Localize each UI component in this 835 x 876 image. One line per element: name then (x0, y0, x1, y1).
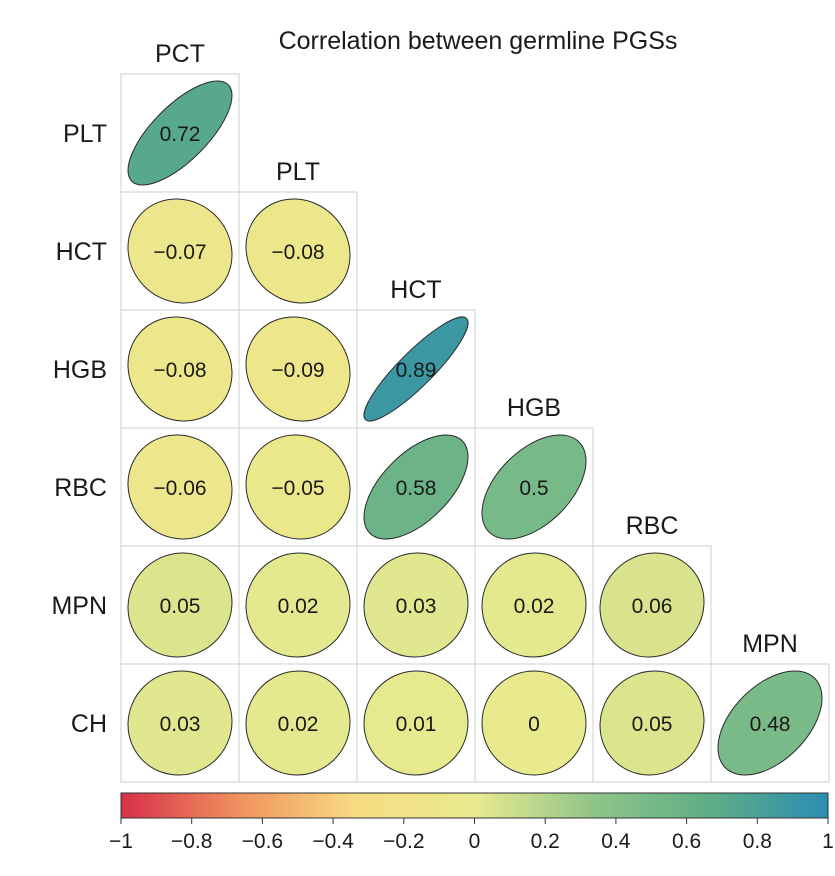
correlation-ellipse (127, 316, 233, 422)
cell-r4-c1: 0.02 (238, 545, 358, 665)
correlation-cells: 0.72 −0.07 −0.08 −0.08 −0.09 0.89 −0.06 −0.05 0.… (120, 73, 830, 783)
row-label-hct: HCT (56, 238, 107, 266)
correlation-ellipse (481, 434, 587, 540)
correlation-ellipse (245, 316, 351, 422)
colorbar-tick-label: 0.2 (531, 830, 560, 853)
value-label: −0.05 (271, 477, 324, 500)
cell-r5-c0: 0.03 (120, 663, 240, 783)
value-label: −0.08 (271, 241, 324, 264)
correlation-ellipse (245, 552, 351, 658)
value-label: −0.06 (153, 477, 206, 500)
colorbar-tick-label: −0.8 (171, 830, 212, 853)
column-label-plt: PLT (276, 158, 320, 186)
cell-r5-c5: 0.48 (710, 663, 830, 783)
value-label: 0.02 (514, 595, 555, 618)
correlation-ellipse (127, 434, 233, 540)
cell-r4-c0: 0.05 (120, 545, 240, 665)
value-label: −0.09 (271, 359, 324, 382)
cell-r3-c3: 0.5 (474, 427, 594, 547)
cell-r5-c1: 0.02 (238, 663, 358, 783)
correlation-ellipse (717, 670, 823, 776)
cell-r3-c1: −0.05 (238, 427, 358, 547)
row-label-ch: CH (71, 710, 107, 738)
cell-r2-c1: −0.09 (238, 309, 358, 429)
colorbar-bar (120, 792, 829, 819)
value-label: 0.05 (160, 595, 201, 618)
correlation-ellipse (245, 670, 351, 776)
value-label: 0.58 (396, 477, 437, 500)
cell-r5-c4: 0.05 (592, 663, 712, 783)
colorbar-tick-label: 0.8 (743, 830, 772, 853)
correlation-ellipse (599, 670, 705, 776)
cell-r4-c3: 0.02 (474, 545, 594, 665)
value-label: 0.89 (396, 359, 437, 382)
correlation-ellipse (481, 670, 587, 776)
cell-r4-c4: 0.06 (592, 545, 712, 665)
row-label-hgb: HGB (53, 356, 107, 384)
value-label: 0 (528, 713, 540, 736)
value-label: −0.08 (153, 359, 206, 382)
correlation-ellipse (127, 552, 233, 658)
correlation-ellipse (363, 434, 469, 540)
column-label-pct: PCT (155, 40, 205, 68)
column-label-mpn: MPN (742, 630, 798, 658)
colorbar-tick-label: −0.4 (312, 830, 354, 853)
colorbar-tick-label: 0.6 (672, 830, 701, 853)
cell-r1-c1: −0.08 (238, 191, 358, 311)
colorbar-tick-label: −1 (109, 830, 133, 853)
row-label-mpn: MPN (51, 592, 107, 620)
value-label: −0.07 (153, 241, 206, 264)
column-label-hct: HCT (390, 276, 441, 304)
row-labels: PLT HCT HGB RBC MPN CH (51, 120, 107, 738)
colorbar-tick-label: −0.6 (242, 830, 283, 853)
value-label: 0.03 (160, 713, 201, 736)
correlation-ellipse (363, 316, 469, 422)
value-label: 0.03 (396, 595, 437, 618)
cell-r1-c0: −0.07 (120, 191, 240, 311)
correlation-ellipse (599, 552, 705, 658)
row-label-plt: PLT (63, 120, 107, 148)
value-label: 0.48 (750, 713, 791, 736)
colorbar-tick-label: 0.4 (601, 830, 631, 853)
colorbar-tick-label: 1 (822, 830, 834, 853)
value-label: 0.05 (632, 713, 673, 736)
value-label: 0.72 (160, 123, 201, 146)
value-label: 0.06 (632, 595, 673, 618)
correlation-ellipse (127, 80, 233, 186)
chart-title: Correlation between germline PGSs (279, 27, 678, 55)
value-label: 0.5 (519, 477, 548, 500)
correlation-ellipse (363, 670, 469, 776)
correlation-ellipse (363, 552, 469, 658)
correlation-ellipse (245, 198, 351, 304)
column-label-rbc: RBC (626, 512, 679, 540)
column-label-hgb: HGB (507, 394, 561, 422)
value-label: 0.02 (278, 713, 319, 736)
row-label-rbc: RBC (54, 474, 107, 502)
cell-r2-c2: 0.89 (356, 309, 476, 429)
column-labels: PCT PLT HCT HGB RBC MPN (155, 40, 798, 658)
cell-r3-c2: 0.58 (356, 427, 476, 547)
cell-r2-c0: −0.08 (120, 309, 240, 429)
cell-r5-c3: 0 (474, 663, 594, 783)
cell-r0-c0: 0.72 (120, 73, 240, 193)
correlation-ellipse (481, 552, 587, 658)
colorbar-tick-label: −0.2 (383, 830, 424, 853)
cell-r3-c0: −0.06 (120, 427, 240, 547)
correlation-ellipse (245, 434, 351, 540)
value-label: 0.02 (278, 595, 319, 618)
cell-r5-c2: 0.01 (356, 663, 476, 783)
value-label: 0.01 (396, 713, 437, 736)
cell-r4-c2: 0.03 (356, 545, 476, 665)
correlation-ellipse (127, 198, 233, 304)
correlation-ellipse (127, 670, 233, 776)
colorbar: −1 −0.8 −0.6 −0.4 −0.2 0 0.2 0.4 0.6 0.8 1 (109, 792, 834, 853)
colorbar-tick-label: 0 (469, 830, 481, 853)
